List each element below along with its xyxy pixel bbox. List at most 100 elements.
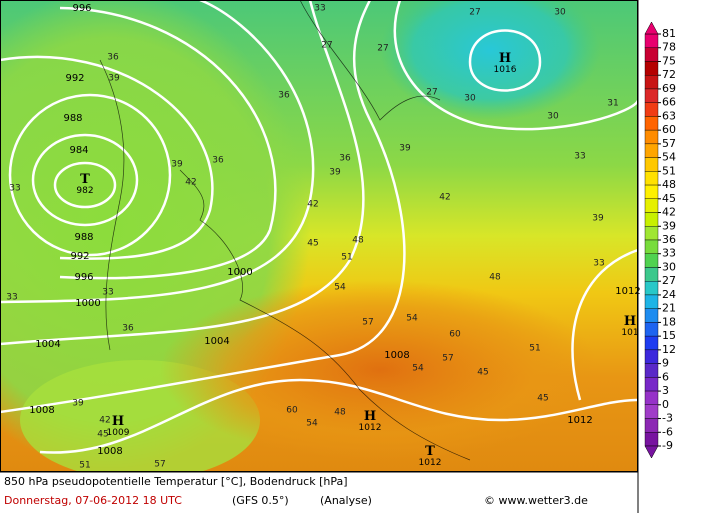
temperature-label: 27 xyxy=(426,88,437,98)
temperature-label: 33 xyxy=(102,288,113,298)
isobar-label: 988 xyxy=(74,232,93,243)
pressure-center-letter: H xyxy=(364,409,376,424)
temperature-label: 30 xyxy=(554,8,566,18)
temperature-label: 48 xyxy=(489,273,501,283)
pressure-center-letter: H xyxy=(499,51,511,66)
isobar-label: 1000 xyxy=(75,298,100,309)
pressure-center-letter: T xyxy=(80,172,90,187)
isobars xyxy=(0,0,638,453)
pressure-center-value: 101 xyxy=(621,328,638,338)
temperature-label: 33 xyxy=(6,293,17,303)
temperature-label: 33 xyxy=(9,184,20,194)
temperature-label: 31 xyxy=(607,99,618,109)
pressure-center-value: 1012 xyxy=(419,458,442,468)
footer-title: 850 hPa pseudopotentielle Temperatur [°C… xyxy=(4,475,348,488)
isobar-label: 1008 xyxy=(384,350,409,361)
temperature-label: 45 xyxy=(97,430,108,440)
colorbar-tick-label: 15 xyxy=(662,329,676,342)
coastlines xyxy=(99,0,471,461)
colorbar-segment xyxy=(644,184,659,199)
temperature-label: 36 xyxy=(339,154,351,164)
temperature-label: 60 xyxy=(286,406,298,416)
colorbar-tick-label: 81 xyxy=(662,27,676,40)
colorbar-segment xyxy=(644,212,659,227)
colorbar-segment xyxy=(644,88,659,103)
colorbar-segment xyxy=(644,157,659,172)
temperature-label: 36 xyxy=(107,53,119,63)
colorbar-segment xyxy=(644,308,659,323)
pressure-center-value: 1009 xyxy=(107,428,130,438)
colorbar-segment xyxy=(644,102,659,117)
isobar-label: 984 xyxy=(69,145,88,156)
temperature-label: 57 xyxy=(154,460,165,470)
colorbar-tick-label: -6 xyxy=(662,425,673,438)
colorbar-tick-label: 54 xyxy=(662,151,676,164)
colorbar-segment xyxy=(644,253,659,268)
footer-run: (Analyse) xyxy=(320,494,372,507)
isobar-label: 992 xyxy=(65,73,84,84)
colorbar-segment xyxy=(644,226,659,241)
temperature-label: 27 xyxy=(377,44,388,54)
colorbar-segment xyxy=(644,322,659,337)
temperature-label: 54 xyxy=(306,419,318,429)
colorbar-segment xyxy=(644,404,659,419)
colorbar-tick-label: -3 xyxy=(662,412,673,425)
temperature-label: 30 xyxy=(464,94,476,104)
temperature-label: 45 xyxy=(307,239,318,249)
colorbar-segment xyxy=(644,432,659,447)
colorbar-segment xyxy=(644,390,659,406)
colorbar-tick-label: 78 xyxy=(662,41,676,54)
temperature-label: 33 xyxy=(314,4,325,14)
colorbar-segment xyxy=(644,335,659,351)
isobar-label: 1004 xyxy=(35,339,60,350)
isobar-label: 1004 xyxy=(204,336,229,347)
temperature-label: 54 xyxy=(406,314,418,324)
colorbar-tick-label: 0 xyxy=(662,398,669,411)
colorbar-tick-label: 30 xyxy=(662,260,676,273)
map-area xyxy=(0,0,638,472)
temperature-label: 33 xyxy=(574,152,585,162)
colorbar-tick-label: 57 xyxy=(662,137,676,150)
colorbar-segment xyxy=(644,74,659,90)
colorbar-segment xyxy=(644,129,659,145)
colorbar-tick-label: 36 xyxy=(662,233,676,246)
colorbar-segment xyxy=(644,267,659,282)
colorbar-tick-label: -9 xyxy=(662,439,673,452)
isobar-label: 1008 xyxy=(97,446,122,457)
temperature-label: 39 xyxy=(108,74,120,84)
temperature-label: 39 xyxy=(329,168,341,178)
temperature-label: 39 xyxy=(171,160,183,170)
temperature-label: 27 xyxy=(469,8,480,18)
temperature-label: 48 xyxy=(334,408,346,418)
isobar-label: 996 xyxy=(72,3,91,14)
colorbar-tick-label: 24 xyxy=(662,288,676,301)
temperature-label: 45 xyxy=(477,368,488,378)
colorbar-segment xyxy=(644,294,659,309)
temperature-label: 39 xyxy=(72,399,84,409)
isobar-label: 988 xyxy=(63,113,82,124)
colorbar-tick-label: 69 xyxy=(662,82,676,95)
isobar-label: 1000 xyxy=(227,267,252,278)
colorbar-tick-label: 12 xyxy=(662,343,676,356)
footer-date: Donnerstag, 07-06-2012 18 UTC xyxy=(4,494,182,507)
colorbar-segment xyxy=(644,143,659,158)
isobar-label: 1008 xyxy=(29,405,54,416)
colorbar-segment xyxy=(644,239,659,254)
pressure-center-value: 982 xyxy=(76,186,93,196)
colorbar-segment xyxy=(644,377,659,392)
cold-area xyxy=(380,0,600,120)
temperature-label: 27 xyxy=(321,41,332,51)
colorbar-tick-label: 42 xyxy=(662,206,676,219)
temperature-label: 57 xyxy=(362,318,373,328)
isobar-label: 1012 xyxy=(615,286,640,297)
colorbar-segment xyxy=(644,61,659,76)
temperature-label: 36 xyxy=(278,91,290,101)
temperature-label: 42 xyxy=(185,178,196,188)
colorbar-tick-label: 45 xyxy=(662,192,676,205)
temperature-label: 30 xyxy=(547,112,559,122)
isobar-label: 992 xyxy=(70,251,89,262)
warm-area xyxy=(160,280,600,460)
temperature-label: 60 xyxy=(449,330,461,340)
temperature-label: 51 xyxy=(529,344,540,354)
